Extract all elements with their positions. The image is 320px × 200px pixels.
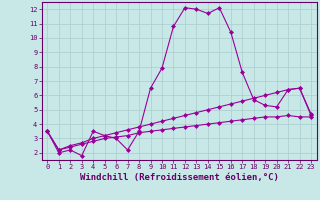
X-axis label: Windchill (Refroidissement éolien,°C): Windchill (Refroidissement éolien,°C) [80,173,279,182]
